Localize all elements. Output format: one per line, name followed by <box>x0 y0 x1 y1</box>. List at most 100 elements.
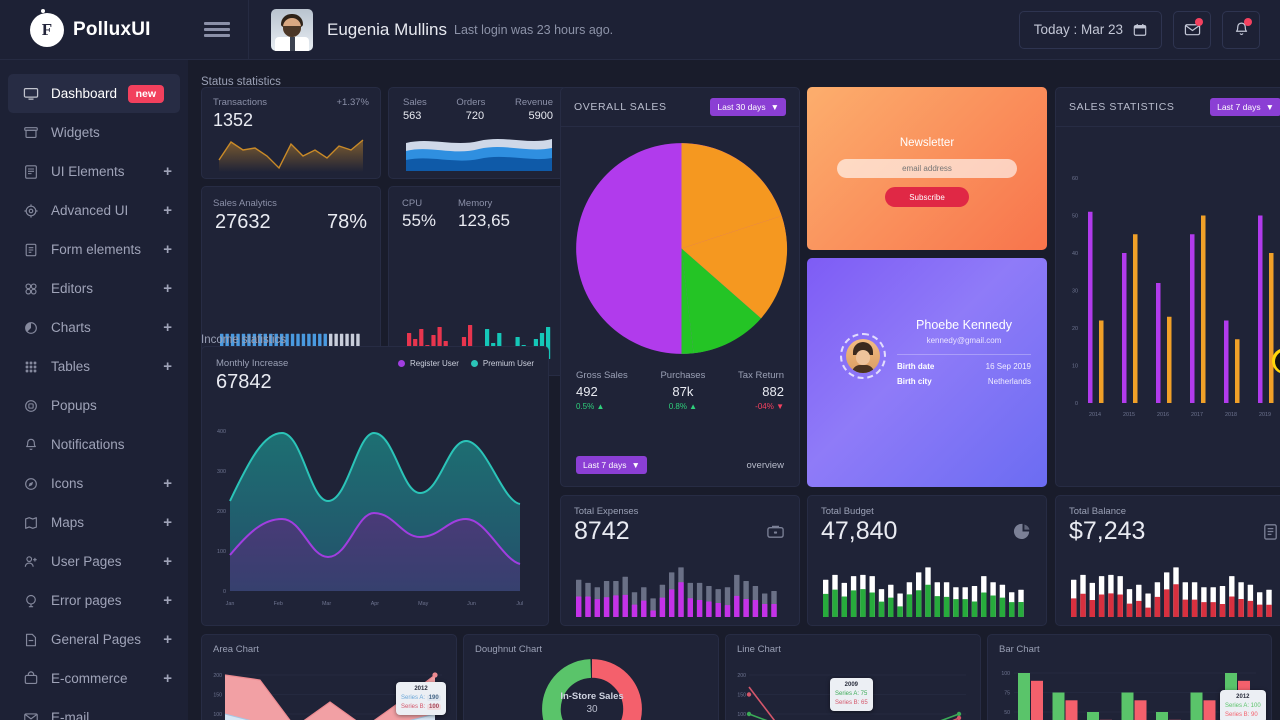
purchases-value: 87k <box>672 384 694 399</box>
overall-sales-footer-dropdown[interactable]: Last 7 days ▼ <box>576 456 647 474</box>
pie-icon <box>1013 522 1032 546</box>
orders-value: 720 <box>465 110 485 122</box>
expand-icon[interactable]: + <box>163 163 172 180</box>
sidebar-item-e-commerce[interactable]: E-commerce + <box>0 659 188 698</box>
sidebar-item-tables[interactable]: Tables + <box>0 347 188 386</box>
svg-text:75: 75 <box>1004 691 1010 697</box>
overall-sales-stats: Gross Sales 492 0.5% ▲ Purchases 87k 0.8… <box>561 370 799 411</box>
sidebar-item-widgets[interactable]: Widgets <box>0 113 188 152</box>
sales-orders-revenue-area-chart <box>406 139 552 171</box>
briefcase-icon <box>766 522 785 546</box>
expand-icon[interactable]: + <box>163 553 172 570</box>
sidebar-item-e-mail[interactable]: E-mail <box>0 698 188 720</box>
svg-text:30: 30 <box>1072 289 1078 295</box>
svg-text:200: 200 <box>737 673 746 679</box>
notifications-button[interactable] <box>1222 10 1260 49</box>
sidebar-item-notifications[interactable]: Notifications <box>0 425 188 464</box>
main-content: Status statistics Transactions +1.37% 13… <box>188 60 1280 720</box>
sidebar-item-advanced-ui[interactable]: Advanced UI + <box>0 191 188 230</box>
newsletter-email-input[interactable] <box>837 159 1017 178</box>
svg-text:Apr: Apr <box>371 601 380 607</box>
svg-text:0: 0 <box>223 589 226 595</box>
sales-statistics-card: SALES STATISTICS Last 7 days ▼ 0 10 20 30 40… <box>1055 87 1280 487</box>
brand-name: PolluxUI <box>73 18 151 40</box>
sales-value: 563 <box>403 110 422 122</box>
svg-text:2017: 2017 <box>1191 412 1203 418</box>
expand-icon[interactable]: + <box>163 592 172 609</box>
brand-logo[interactable]: F PolluxUI <box>0 0 188 60</box>
legend-register-user: Register User <box>397 359 459 368</box>
overview-link[interactable]: overview <box>746 459 785 471</box>
expand-icon[interactable]: + <box>163 202 172 219</box>
total-budget-bars <box>823 567 1024 617</box>
expand-icon[interactable]: + <box>163 514 172 531</box>
sidebar-item-charts[interactable]: Charts + <box>0 308 188 347</box>
total-expenses-value: 8742 <box>574 517 630 545</box>
svg-text:2018: 2018 <box>1225 412 1237 418</box>
sidebar-item-user-pages[interactable]: User Pages + <box>0 542 188 581</box>
dropdown-label: Last 30 days <box>717 102 766 112</box>
sidebar-item-general-pages[interactable]: General Pages + <box>0 620 188 659</box>
list-icon <box>22 163 40 181</box>
expand-icon[interactable]: + <box>163 475 172 492</box>
gross-sales-label: Gross Sales <box>576 370 628 381</box>
grid-icon <box>22 358 40 376</box>
hamburger-icon[interactable] <box>204 19 230 40</box>
form-icon <box>22 241 40 259</box>
sidebar-item-icons[interactable]: Icons + <box>0 464 188 503</box>
date-picker-button[interactable]: Today : Mar 23 <box>1018 10 1162 49</box>
sidebar-item-dashboard[interactable]: Dashboard new <box>8 74 180 113</box>
tooltip-title: 2009 <box>844 682 859 688</box>
svg-text:20: 20 <box>1072 326 1078 332</box>
calendar-icon <box>1133 23 1147 36</box>
total-budget-card: Total Budget 47,840 <box>807 495 1047 626</box>
expand-icon[interactable]: + <box>163 358 172 375</box>
sidebar-item-label: Popups <box>51 398 97 413</box>
sales-statistics-title: SALES STATISTICS <box>1069 101 1175 113</box>
expand-icon[interactable]: + <box>163 631 172 648</box>
sidebar-item-maps[interactable]: Maps + <box>0 503 188 542</box>
svg-text:2016: 2016 <box>1157 412 1169 418</box>
doughnut-chart-title: Doughnut Chart <box>475 644 543 655</box>
expand-icon[interactable]: + <box>163 319 172 336</box>
subscribe-button[interactable]: Subscribe <box>885 187 969 207</box>
revenue-label: Revenue <box>514 97 553 108</box>
sidebar-item-error-pages[interactable]: Error pages + <box>0 581 188 620</box>
messages-button[interactable] <box>1173 10 1211 49</box>
sidebar-item-form-elements[interactable]: Form elements + <box>0 230 188 269</box>
sidebar-item-label: Error pages <box>51 593 122 608</box>
income-statistics-title: Income statistics <box>201 334 286 346</box>
sidebar-item-label: General Pages <box>51 632 142 647</box>
profile-name: Phoebe Kennedy <box>916 318 1012 332</box>
sidebar-item-editors[interactable]: Editors + <box>0 269 188 308</box>
error-icon <box>22 592 40 610</box>
sales-statistics-range-dropdown[interactable]: Last 7 days ▼ <box>1210 98 1280 116</box>
gear-icon <box>22 202 40 220</box>
svg-text:100: 100 <box>737 712 746 718</box>
monthly-increase-label: Monthly Increase <box>216 358 289 369</box>
gross-sales-value: 492 <box>576 384 598 399</box>
purchases-label: Purchases <box>660 370 706 381</box>
newsletter-title: Newsletter <box>899 137 955 149</box>
overall-sales-range-dropdown[interactable]: Last 30 days ▼ <box>710 98 786 116</box>
sidebar[interactable]: Dashboard new Widgets UI Elements + Adva… <box>0 60 188 720</box>
header-user-block[interactable]: Eugenia Mullins Last login was 23 hours … <box>271 8 614 51</box>
sidebar-item-ui-elements[interactable]: UI Elements + <box>0 152 188 191</box>
svg-text:200: 200 <box>213 673 222 679</box>
svg-text:300: 300 <box>217 469 226 475</box>
expand-icon[interactable]: + <box>163 280 172 297</box>
birth-city-value: Netherlands <box>987 377 1031 386</box>
legend-premium-user: Premium User <box>470 359 534 368</box>
expand-icon[interactable]: + <box>163 241 172 258</box>
monthly-increase-value: 67842 <box>216 371 272 393</box>
svg-text:Jul: Jul <box>516 601 523 607</box>
bag-icon <box>22 670 40 688</box>
expand-icon[interactable]: + <box>163 670 172 687</box>
user-last-login: Last login was 23 hours ago. <box>454 22 614 37</box>
total-balance-card: Total Balance $7,243 <box>1055 495 1280 626</box>
line-chart-tooltip: 2009 Series A: 75 Series B: 65 <box>830 678 873 711</box>
sidebar-item-popups[interactable]: Popups <box>0 386 188 425</box>
upgrade-to-pro-badge[interactable]: Upgrade to Pro <box>1272 348 1280 374</box>
svg-text:150: 150 <box>213 693 222 699</box>
tax-return-delta: -04% ▼ <box>755 402 784 411</box>
